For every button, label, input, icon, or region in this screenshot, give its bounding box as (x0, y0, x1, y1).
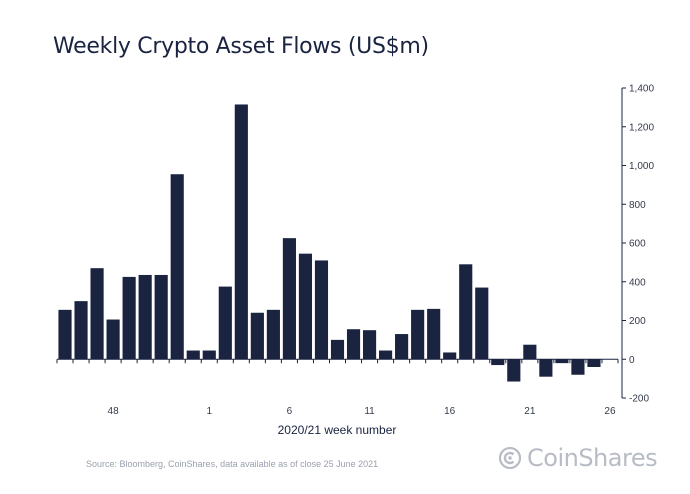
y-tick-label: 800 (629, 200, 646, 211)
x-tick-label: 11 (364, 406, 375, 417)
bars-layer (58, 104, 601, 382)
y-tick-label: 200 (629, 316, 646, 327)
y-tick-label: 0 (629, 355, 635, 366)
x-tick-label: 21 (524, 406, 536, 417)
bar-week-3 (234, 104, 248, 360)
bar-week-46 (74, 301, 88, 360)
bar-week-47 (90, 268, 104, 360)
bar-week-5 (266, 309, 280, 360)
bar-week-49 (122, 276, 136, 360)
bar-week-18 (475, 287, 489, 360)
bar-week-51 (154, 274, 168, 360)
bar-week-20 (507, 359, 521, 382)
bar-week-6 (282, 238, 296, 360)
bar-week-8 (314, 260, 329, 360)
bar-week-50 (138, 274, 152, 360)
bar-week-12 (379, 350, 393, 360)
bar-week-15 (427, 308, 441, 360)
bar-week-10 (346, 329, 361, 360)
bar-week-21 (523, 344, 537, 360)
source-note: Source: Bloomberg, CoinShares, data avai… (86, 459, 379, 469)
bar-week-7 (298, 253, 313, 360)
bar-week-53 (186, 350, 200, 360)
bar-week-19 (491, 359, 505, 366)
bar-week-25 (587, 359, 601, 367)
bar-week-11 (362, 330, 377, 360)
coinshares-logo: CoinShares (498, 444, 658, 472)
x-tick-label: 16 (444, 406, 456, 417)
chart-title: Weekly Crypto Asset Flows (US$m) (53, 34, 429, 59)
y-tick-label: 1,400 (629, 84, 654, 95)
bar-week-17 (459, 264, 473, 360)
coinshares-wordmark: CoinShares (527, 444, 658, 472)
x-axis-label: 2020/21 week number (278, 423, 397, 437)
bar-week-14 (411, 309, 425, 360)
bar-week-1 (202, 350, 216, 360)
bar-week-52 (170, 174, 184, 360)
coinshares-logo-icon (498, 446, 522, 470)
bar-week-23 (555, 359, 569, 364)
bar-week-2 (218, 286, 232, 360)
y-tick-label: 600 (629, 239, 646, 250)
bar-week-45 (58, 309, 72, 360)
bar-week-9 (330, 339, 345, 360)
y-tick-label: 1,000 (629, 161, 654, 172)
bar-week-22 (539, 359, 553, 377)
x-tick-label: 6 (287, 406, 293, 417)
y-tick-label: 400 (629, 277, 646, 288)
bar-week-48 (106, 319, 120, 360)
x-tick-label: 26 (604, 406, 616, 417)
x-tick-label: 1 (206, 406, 212, 417)
y-tick-label: -200 (629, 394, 649, 405)
y-tick-label: 1,200 (629, 122, 654, 133)
x-tick-label: 48 (108, 406, 120, 417)
bar-week-4 (250, 312, 264, 360)
bar-week-13 (395, 334, 409, 360)
bar-week-24 (571, 359, 585, 375)
bar-week-16 (443, 352, 457, 360)
